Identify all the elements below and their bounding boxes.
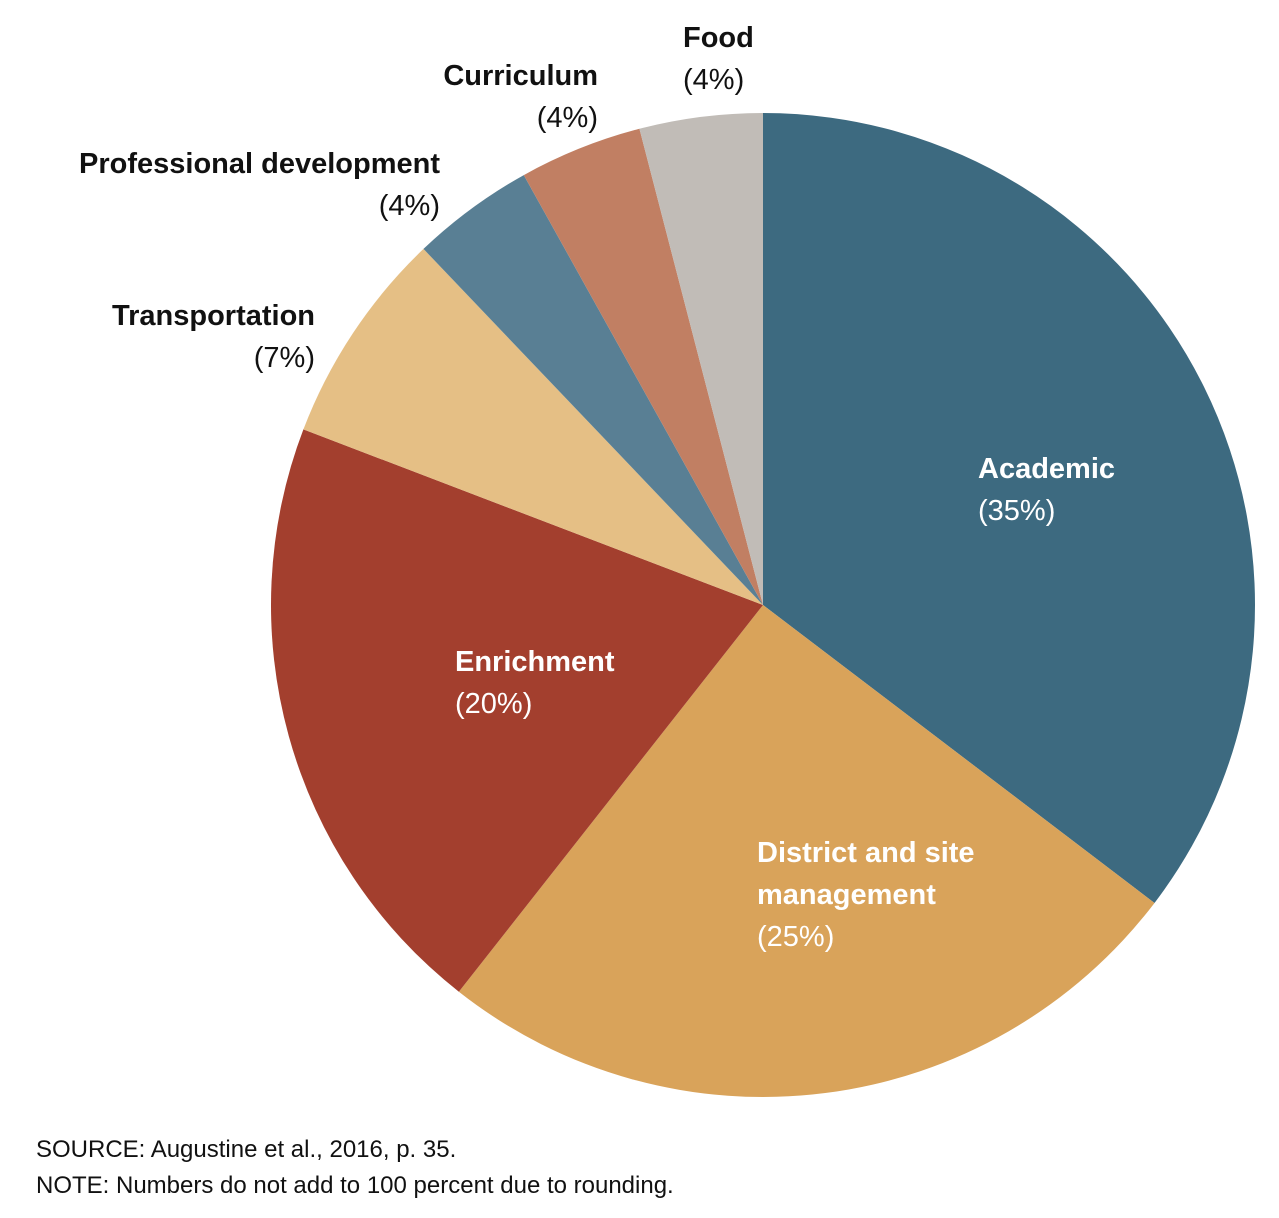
slice-label: Enrichment (20%) <box>455 641 755 725</box>
category-label: Curriculum <box>443 60 598 92</box>
category-label: Academic <box>978 453 1116 485</box>
slice-label: Professional development (4%) <box>0 143 440 227</box>
slice-label: Food (4%) <box>683 17 883 101</box>
category-label: Transportation <box>111 300 315 332</box>
slice-label: District and site management (25%) <box>757 832 997 958</box>
category-label: District and site management <box>757 837 975 911</box>
category-label: Enrichment <box>455 646 615 678</box>
pie-slice <box>639 113 763 605</box>
category-label: Professional development <box>79 148 440 180</box>
pie-slice <box>523 128 763 606</box>
value-label: (7%) <box>253 342 315 374</box>
pie-slice <box>271 429 763 992</box>
value-label: (4%) <box>536 102 598 134</box>
value-label: (35%) <box>978 495 1056 527</box>
slice-label: Transportation (7%) <box>0 295 315 379</box>
value-label: (4%) <box>683 64 745 96</box>
pie-slice <box>763 113 1255 903</box>
value-label: (4%) <box>378 190 440 222</box>
category-label: Food <box>683 22 754 54</box>
rounding-note: NOTE: Numbers do not add to 100 percent … <box>36 1172 674 1199</box>
value-label: (25%) <box>757 921 835 953</box>
pie-slice <box>458 605 1155 1097</box>
pie-slice <box>303 248 763 605</box>
pie-slice <box>423 175 763 605</box>
value-label: (20%) <box>455 688 533 720</box>
slice-label: Academic (35%) <box>978 448 1278 532</box>
source-note: SOURCE: Augustine et al., 2016, p. 35. <box>36 1136 457 1163</box>
slice-label: Curriculum (4%) <box>198 55 598 139</box>
